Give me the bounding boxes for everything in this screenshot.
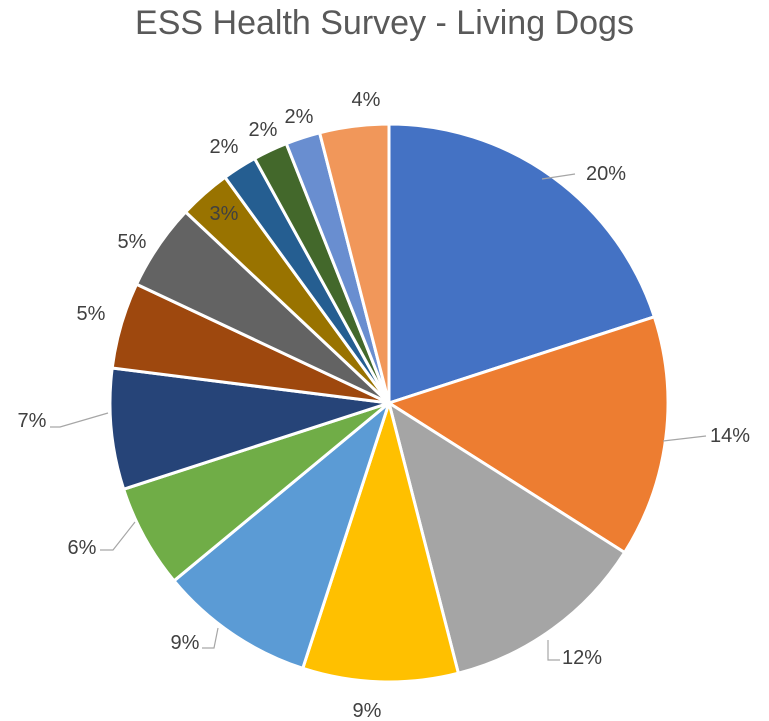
pie-slice [301,401,460,684]
leader-line [100,521,136,551]
data-label: 2% [210,136,239,158]
leader-line [547,640,560,661]
data-label: 4% [352,89,381,111]
leader-line [202,627,219,649]
data-label: 12% [562,647,602,669]
data-label: 5% [118,231,147,253]
data-label: 2% [285,106,314,128]
leader-line [662,435,707,442]
data-label: 9% [353,700,382,721]
pie-slice [318,122,391,405]
data-label: 3% [210,203,239,225]
pie-slice [172,401,391,670]
pie-slice [108,366,391,491]
data-label: 7% [18,410,47,432]
data-label: 20% [586,163,626,185]
leader-line [541,173,576,180]
chart-title: ESS Health Survey - Living Dogs [135,4,634,42]
pie-slice [387,315,670,554]
data-label: 14% [710,425,750,447]
leader-line [50,412,109,428]
pie-slice [387,401,627,675]
data-label: 2% [249,119,278,141]
data-label: 5% [77,303,106,325]
data-label: 6% [68,537,97,559]
data-label: 9% [171,632,200,654]
